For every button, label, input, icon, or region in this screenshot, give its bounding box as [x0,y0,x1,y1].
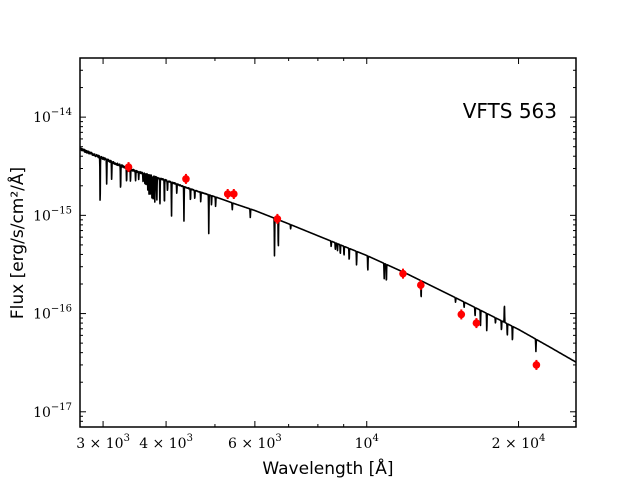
axis-ticks: 3 × 103 4 × 103 6 × 103 104 2 × 104 10−17 10−1… [33,58,576,452]
x-tick-label: 4 × 103 [139,433,193,452]
photometry-point [457,310,466,319]
x-tick-label: 3 × 103 [76,433,130,452]
x-tick-label: 104 [355,433,379,452]
model-spectrum-line [80,147,576,363]
y-tick-label: 10−15 [33,205,72,224]
plot-clip-group [80,147,576,370]
photometry-point [273,215,282,223]
y-tick-label: 10−17 [33,402,72,421]
photometry-point [223,190,232,198]
y-axis-title: Flux [erg/s/cm²/Å] [6,167,28,319]
plot-frame [79,57,577,428]
x-tick-label: 2 × 104 [492,433,546,452]
photometry-point [417,281,425,289]
plot-area [80,147,576,370]
star-name-annotation: VFTS 563 [463,99,557,123]
x-tick-label: 6 × 103 [228,433,282,452]
photometry-point [230,190,238,198]
x-axis-title: Wavelength [Å] [262,457,393,479]
photometry-point [182,175,190,183]
y-tick-label: 10−14 [33,107,72,126]
y-tick-label: 10−16 [33,304,72,323]
photometry-point [472,319,481,327]
photometry-point [399,269,407,278]
photometry-point [124,163,133,171]
photometry-point [532,361,541,369]
